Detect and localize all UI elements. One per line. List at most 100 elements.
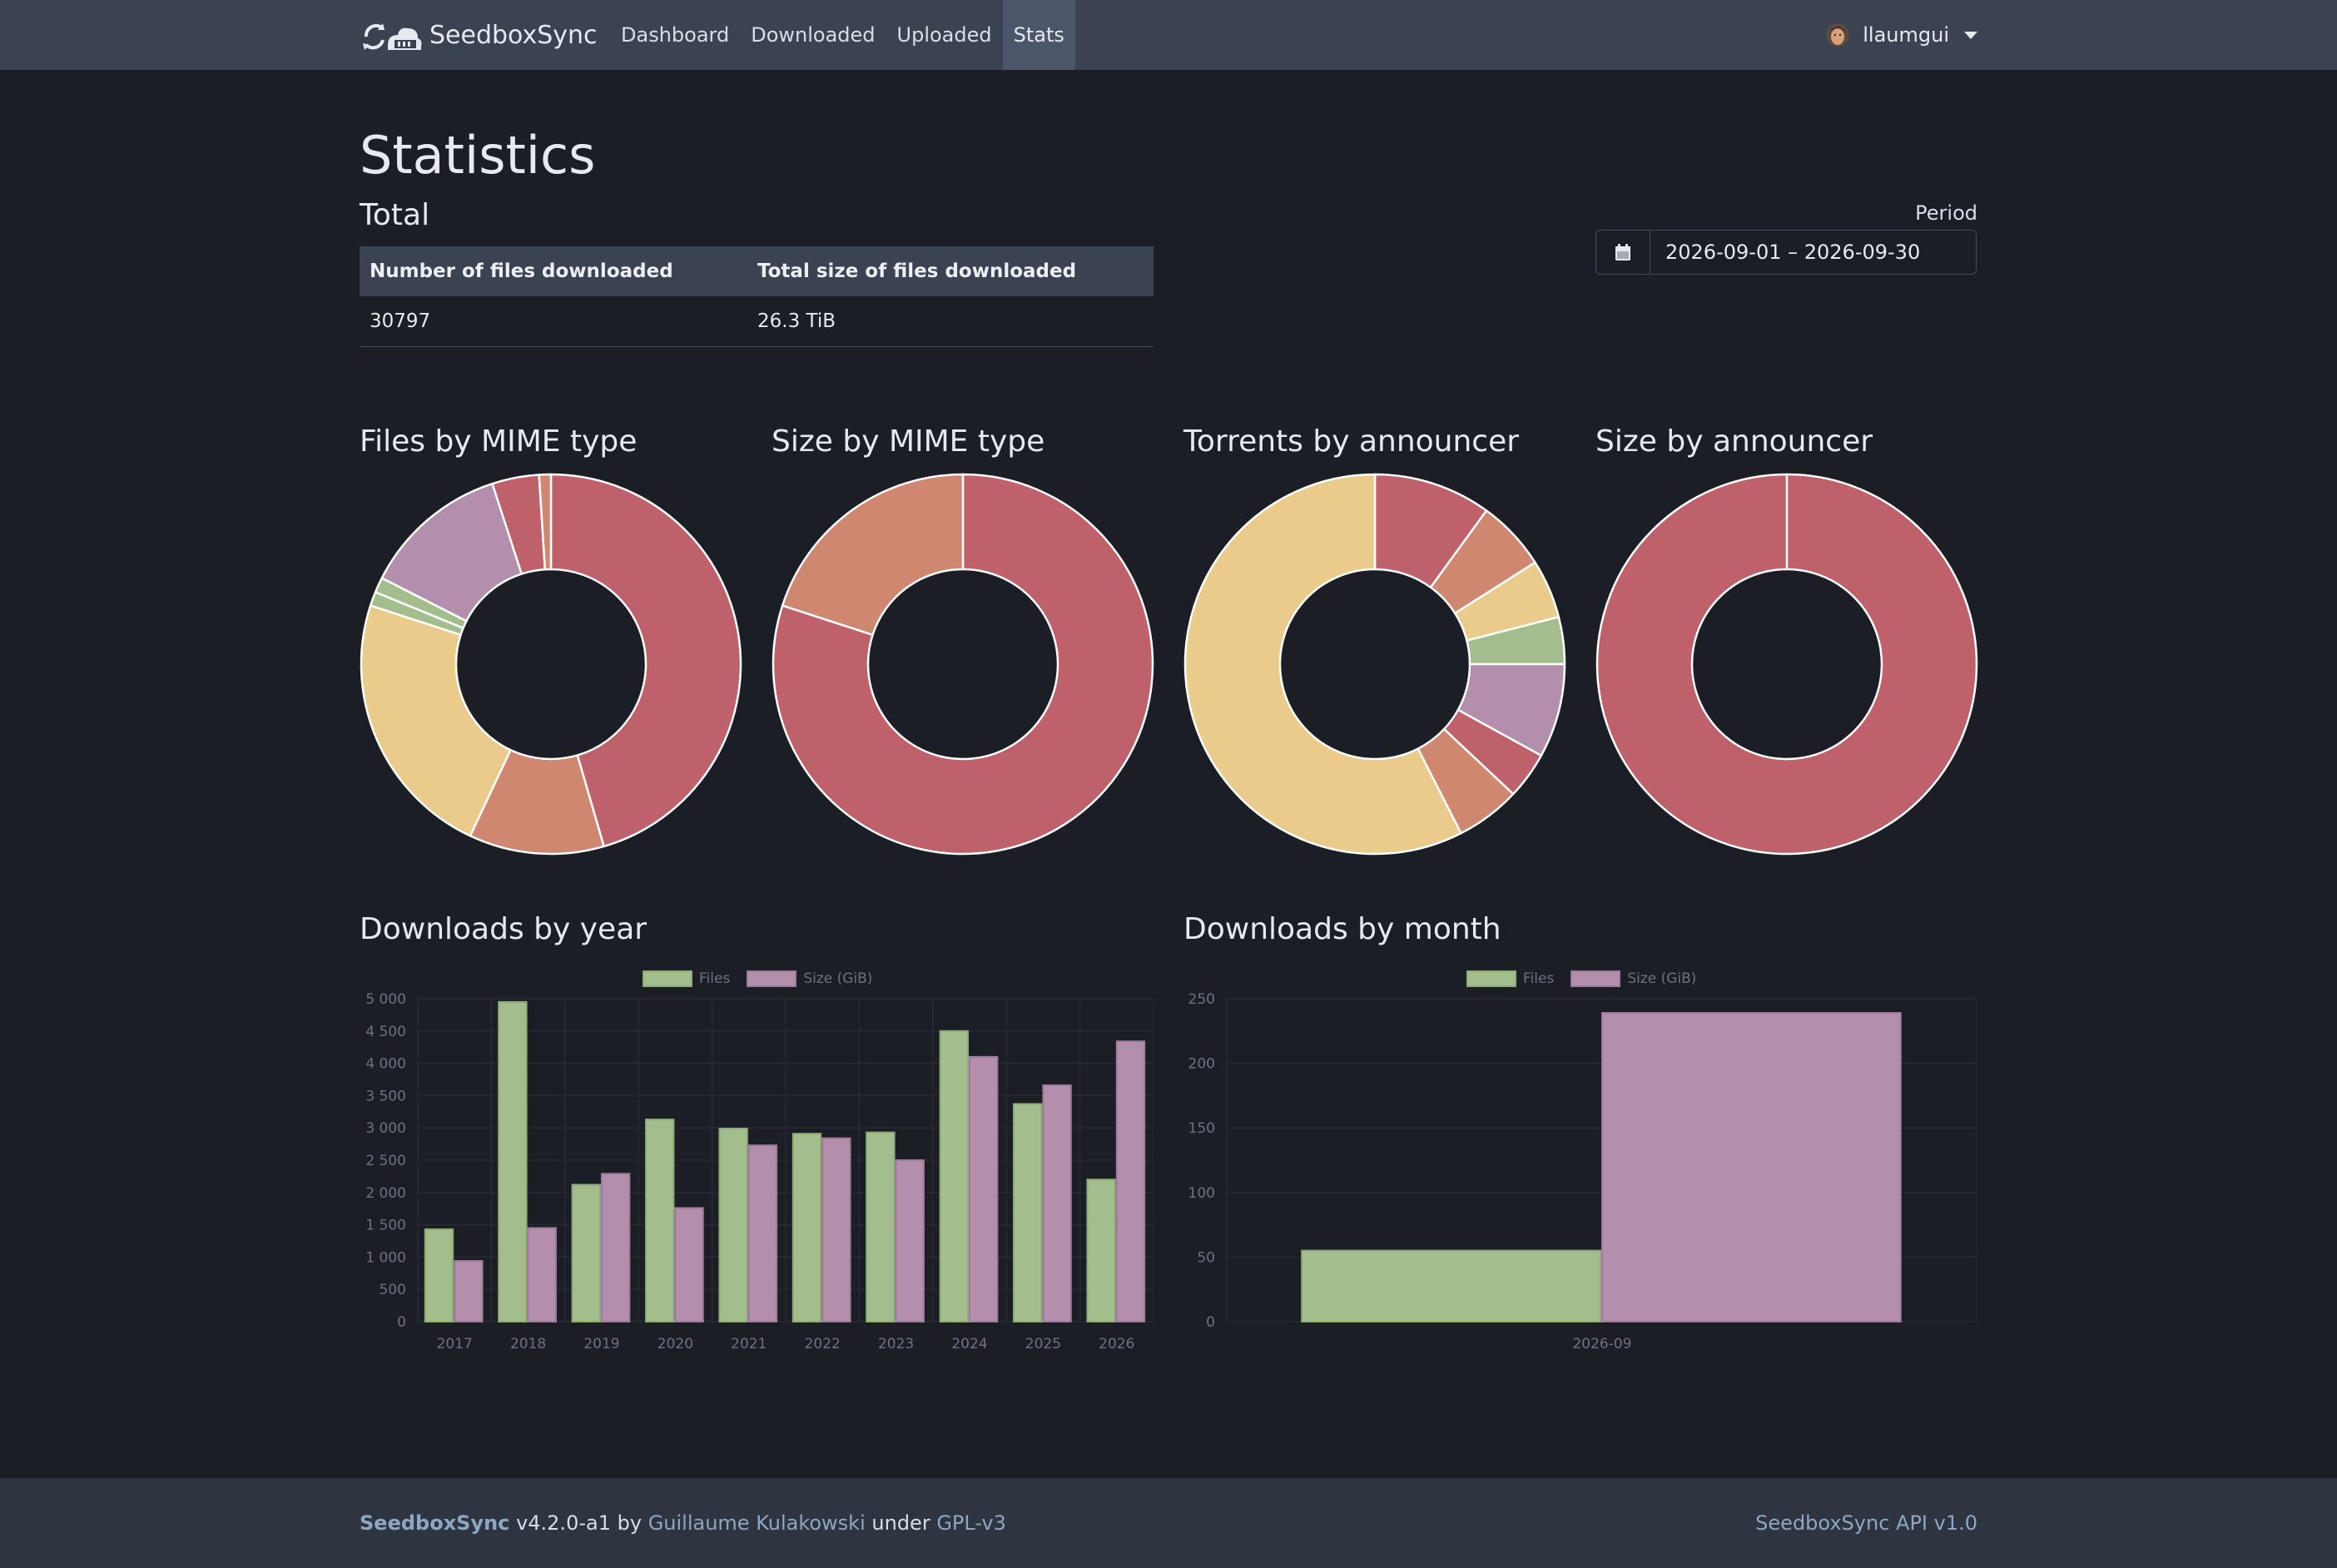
y-tick-label: 2 000 [365,1185,406,1202]
legend-files[interactable]: Files [1466,970,1554,987]
period-picker[interactable] [1595,230,1977,275]
x-tick-label: 2017 [437,1336,473,1352]
bar[interactable] [645,1119,675,1322]
page-title: Statistics [360,125,596,186]
footer: SeedboxSync v4.2.0-a1 by Guillaume Kulak… [0,1478,2337,1568]
bar[interactable] [821,1137,851,1322]
bar[interactable] [424,1228,454,1323]
size-by-announcer-card: Size by announcer [1595,424,1873,459]
y-tick-label: 5 000 [365,991,406,1008]
api-link[interactable]: SeedboxSync API v1.0 [1755,1511,1977,1535]
y-tick-label: 1 500 [365,1218,406,1234]
legend-label: Size (GiB) [803,970,873,987]
y-tick-label: 250 [1188,991,1215,1008]
legend-size[interactable]: Size (GiB) [1570,970,1696,987]
y-tick-label: 1 000 [365,1249,406,1266]
nav-dashboard[interactable]: Dashboard [621,23,730,47]
bar[interactable] [1115,1040,1146,1322]
x-tick-label: 2019 [583,1336,619,1352]
bar[interactable] [1601,1012,1902,1323]
bar[interactable] [895,1159,925,1322]
table-row: 30797 26.3 TiB [360,296,1154,347]
month-legend: Files Size (GiB) [1466,970,1713,987]
legend-size[interactable]: Size (GiB) [747,970,872,987]
downloads-by-month-chart: 0 50 100 150 200 250 2026-09 [1188,991,1977,1352]
footer-under: under [871,1511,930,1535]
torrents-by-announcer-donut [1183,473,1566,856]
downloads-by-year-chart: 0 500 1 000 1 500 2 000 2 500 3 000 3 500 4 000 4… [365,991,1154,1352]
legend-swatch [747,970,797,987]
user-menu[interactable]: llaumgui [1826,0,1977,70]
y-tick-label: 3 500 [365,1088,406,1104]
pie-slice[interactable] [360,604,512,837]
y-tick-label: 100 [1188,1185,1215,1202]
calendar-icon[interactable] [1596,231,1650,274]
author-link[interactable]: Guillaume Kulakowski [648,1511,866,1535]
year-legend: Files Size (GiB) [643,970,889,987]
bar[interactable] [939,1030,970,1323]
bar[interactable] [969,1055,999,1322]
x-tick-label: 2020 [657,1336,693,1352]
pie-slice[interactable] [772,473,1154,856]
bar[interactable] [1301,1249,1601,1323]
nav-downloaded[interactable]: Downloaded [751,23,876,47]
bar[interactable] [1013,1103,1043,1322]
bar[interactable] [601,1173,631,1322]
downloads-by-year-card: Downloads by year [360,912,647,946]
bar[interactable] [866,1131,896,1322]
footer-credits: SeedboxSync v4.2.0-a1 by Guillaume Kulak… [360,1478,1006,1568]
brand-link[interactable]: SeedboxSync [360,0,598,70]
x-tick-label: 2018 [510,1336,546,1352]
avatar-face-icon [1826,23,1850,47]
legend-files[interactable]: Files [643,970,730,987]
pie-slice[interactable] [538,473,553,571]
period-input[interactable] [1650,231,1976,274]
pie-slice[interactable] [549,473,742,848]
files-by-mime-donut [360,473,742,856]
avatar [1826,23,1850,47]
nav-stats[interactable]: Stats [1002,0,1075,70]
torrents-by-announcer-card: Torrents by announcer [1183,424,1519,459]
pie-slice[interactable] [781,473,965,637]
nav-links: Dashboard Downloaded Uploaded Stats [610,0,1075,70]
x-tick-label: 2023 [878,1336,914,1352]
files-count-value: 30797 [360,296,747,347]
bar[interactable] [791,1133,822,1322]
y-tick-label: 4 500 [365,1024,406,1040]
license-link[interactable]: GPL-v3 [936,1511,1006,1535]
legend-label: Size (GiB) [1627,970,1697,987]
chart-title: Downloads by year [360,912,648,946]
files-size-value: 26.3 TiB [747,296,1154,347]
footer-brand: SeedboxSync [360,1511,510,1535]
legend-label: Files [1523,970,1555,987]
bar[interactable] [527,1227,557,1323]
chart-title: Downloads by month [1183,912,1501,946]
bar[interactable] [454,1260,484,1322]
total-title: Total [360,198,430,232]
bar[interactable] [571,1183,601,1322]
legend-label: Files [699,970,731,987]
chart-title: Files by MIME type [360,424,638,459]
x-tick-label: 2026-09 [1572,1336,1631,1352]
bar[interactable] [1042,1084,1072,1322]
bar[interactable] [718,1127,748,1322]
header-files-size: Total size of files downloaded [747,246,1154,296]
x-tick-label: 2021 [731,1336,767,1352]
pie-slice[interactable] [1183,473,1462,856]
bar[interactable] [674,1207,704,1323]
chart-title: Size by MIME type [772,424,1045,459]
bar[interactable] [1086,1178,1116,1322]
footer-version: v4.2.0-a1 by [516,1511,643,1535]
brand-name: SeedboxSync [429,20,598,50]
y-tick-label: 0 [1206,1314,1215,1331]
legend-swatch [1466,970,1516,987]
y-tick-label: 200 [1188,1056,1215,1073]
bar[interactable] [747,1144,778,1322]
size-by-mime-donut [772,473,1154,856]
seedbox-logo-icon [363,23,422,50]
bar[interactable] [498,1000,528,1322]
y-tick-label: 2 500 [365,1153,406,1169]
x-tick-label: 2026 [1099,1336,1134,1352]
x-tick-label: 2025 [1025,1336,1061,1352]
nav-uploaded[interactable]: Uploaded [896,23,992,47]
